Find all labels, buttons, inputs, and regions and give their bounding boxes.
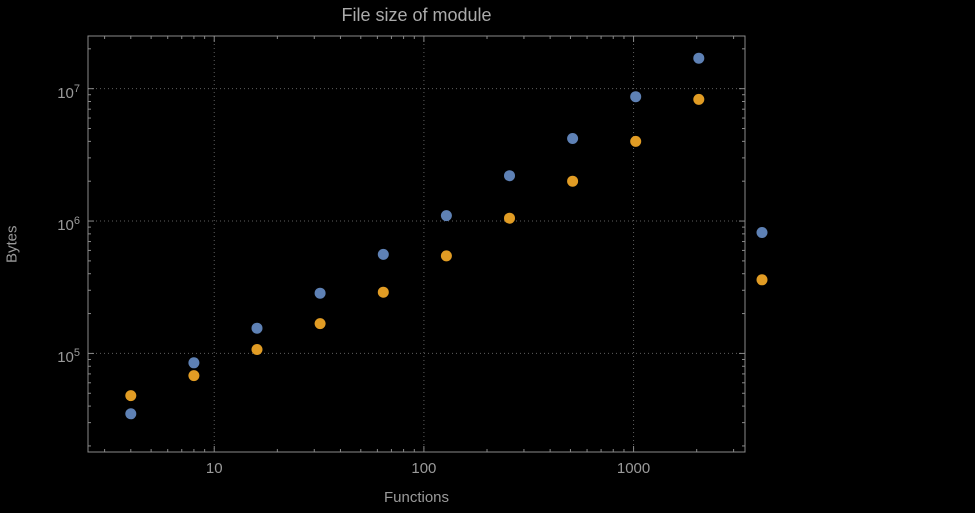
y-tick-label: 107 — [57, 82, 80, 102]
x-tick-label: 1000 — [617, 460, 650, 477]
data-point-orange — [504, 212, 515, 224]
data-points-layer — [125, 52, 768, 420]
data-point-blue — [756, 227, 768, 238]
data-point-blue — [567, 133, 579, 144]
x-tick-label: 100 — [411, 460, 436, 477]
data-point-blue — [504, 170, 515, 182]
data-point-orange — [567, 175, 579, 187]
frame-layer — [87, 35, 746, 453]
data-point-blue — [630, 91, 642, 103]
data-point-orange — [693, 93, 705, 105]
data-point-orange — [314, 318, 326, 330]
data-point-blue — [188, 357, 200, 369]
chart-title: File size of module — [341, 5, 492, 25]
tick-layer — [88, 36, 745, 452]
x-tick-labels: 10 100 1000 — [206, 460, 650, 477]
plot-frame — [87, 35, 746, 453]
data-point-orange — [440, 250, 452, 262]
data-point-blue — [693, 52, 705, 64]
data-point-orange — [125, 390, 137, 402]
y-tick-label: 106 — [57, 215, 80, 235]
data-point-orange — [377, 286, 389, 298]
data-point-blue — [125, 408, 137, 420]
data-point-orange — [630, 135, 642, 147]
data-point-blue — [251, 322, 263, 334]
x-tick-label: 10 — [206, 460, 223, 477]
data-point-blue — [377, 248, 389, 260]
x-axis-label: Functions — [383, 489, 450, 506]
data-point-orange — [251, 344, 263, 355]
data-point-orange — [756, 274, 768, 286]
data-point-blue — [440, 210, 452, 222]
grid-layer — [88, 36, 745, 452]
data-point-orange — [188, 370, 200, 382]
data-point-blue — [314, 287, 326, 299]
y-tick-label: 105 — [57, 347, 80, 367]
